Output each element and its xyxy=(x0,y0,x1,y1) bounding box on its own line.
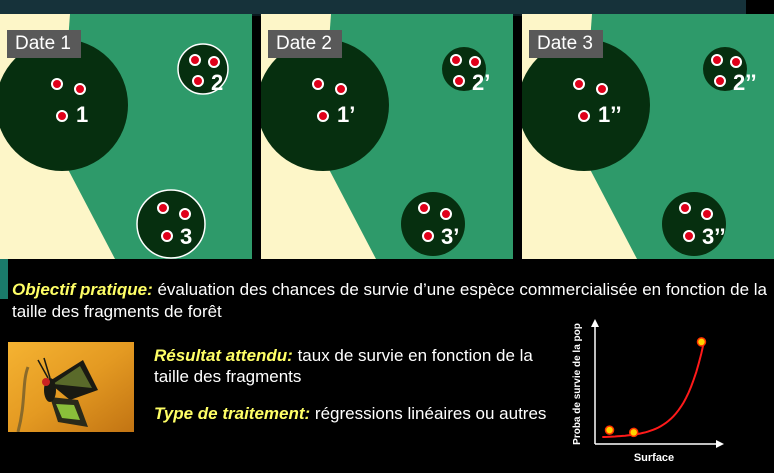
resultat-body: taux de survie en fonction de la taille … xyxy=(154,346,533,386)
traitement-body: régressions linéaires ou autres xyxy=(310,404,547,423)
point xyxy=(450,54,462,66)
panel-date-2: 1’ 2’ 3’ Date 2 xyxy=(261,14,513,259)
fragment-3 xyxy=(136,189,206,259)
panel-date-1: 1 2 3 Date 1 xyxy=(0,14,252,259)
point xyxy=(578,110,590,122)
point xyxy=(440,208,452,220)
fragment-1 xyxy=(0,39,128,171)
point xyxy=(179,208,191,220)
fragment-label-3: 3’ xyxy=(441,224,459,249)
point xyxy=(74,83,86,95)
x-axis-label: Surface xyxy=(634,452,674,464)
traitement-label: Type de traitement: xyxy=(154,404,311,423)
point xyxy=(418,202,430,214)
point xyxy=(711,54,723,66)
objectif-body: évaluation des chances de survie d’une e… xyxy=(12,280,767,321)
date-label: Date 2 xyxy=(268,30,342,58)
point xyxy=(453,75,465,87)
objectif-label: Objectif pratique: xyxy=(12,280,153,299)
point xyxy=(312,78,324,90)
fragment-label-1: 1’’ xyxy=(598,102,622,127)
point xyxy=(683,230,695,242)
fragment-3 xyxy=(401,192,465,256)
resultat-text: Résultat attendu: taux de survie en fonc… xyxy=(154,345,534,387)
fragment-3 xyxy=(662,192,726,256)
point xyxy=(317,110,329,122)
traitement-text: Type de traitement: régressions linéaire… xyxy=(154,403,554,424)
y-axis-arrow xyxy=(591,319,599,327)
data-point-1 xyxy=(604,425,615,435)
chart-svg: Surface Proba de survie de la pop xyxy=(572,319,724,464)
point xyxy=(161,230,173,242)
point xyxy=(189,54,201,66)
fit-curve xyxy=(602,341,705,438)
objectif-text: Objectif pratique: évaluation des chance… xyxy=(12,279,772,323)
point xyxy=(469,56,481,68)
point xyxy=(714,75,726,87)
point xyxy=(335,83,347,95)
point xyxy=(422,230,434,242)
x-axis-arrow xyxy=(716,440,724,448)
top-bar xyxy=(0,0,774,16)
point xyxy=(701,208,713,220)
butterfly-graphic xyxy=(8,342,134,432)
data-point-3 xyxy=(696,337,707,347)
point xyxy=(51,78,63,90)
resultat-label: Résultat attendu: xyxy=(154,346,293,365)
point xyxy=(208,56,220,68)
fragment-1 xyxy=(261,39,389,171)
fragment-label-2: 2’ xyxy=(472,70,490,95)
side-strip xyxy=(0,259,8,299)
point xyxy=(573,78,585,90)
data-point-2 xyxy=(628,427,639,438)
fragment-label-3: 3’’ xyxy=(702,224,726,249)
survival-chart: Surface Proba de survie de la pop xyxy=(566,316,766,466)
fragment-label-1: 1 xyxy=(76,102,88,127)
fragment-1 xyxy=(522,39,650,171)
point xyxy=(157,202,169,214)
fragment-label-2: 2’’ xyxy=(733,70,757,95)
fragment-label-3: 3 xyxy=(180,224,192,249)
point xyxy=(192,75,204,87)
point xyxy=(56,110,68,122)
point xyxy=(730,56,742,68)
point xyxy=(679,202,691,214)
panel-date-3: 1’’ 2’’ 3’’ Date 3 xyxy=(522,14,774,259)
y-axis-label: Proba de survie de la pop xyxy=(572,323,583,445)
date-label: Date 3 xyxy=(529,30,603,58)
date-label: Date 1 xyxy=(7,30,81,58)
fragment-label-2: 2 xyxy=(211,70,223,95)
butterfly-photo-icon xyxy=(8,342,134,432)
point xyxy=(596,83,608,95)
fragment-label-1: 1’ xyxy=(337,102,355,127)
